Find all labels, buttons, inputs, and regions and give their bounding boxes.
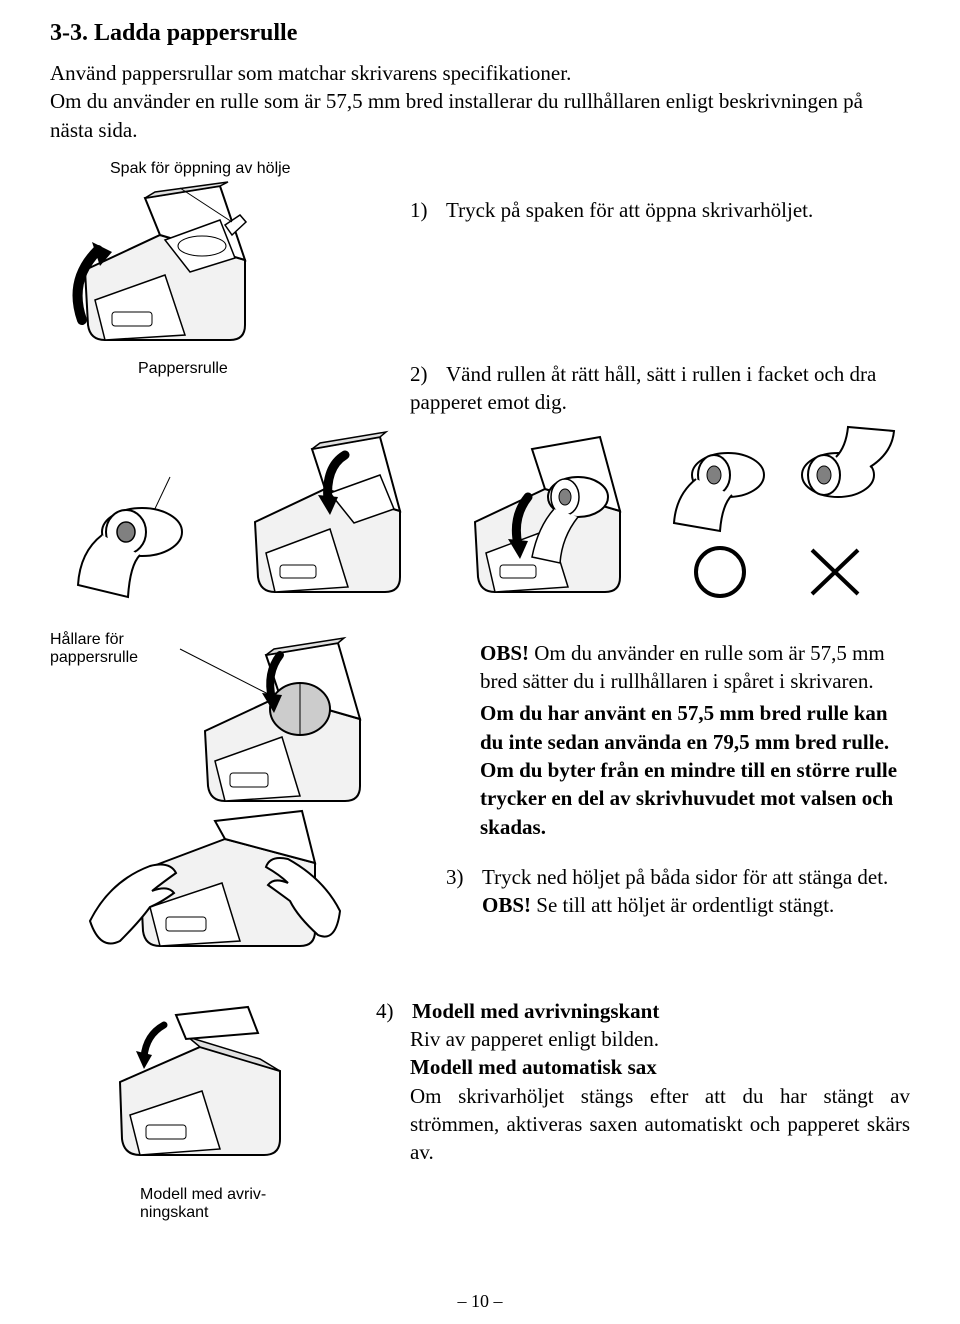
step3-num: 3) bbox=[446, 863, 482, 891]
step3-obs-label: OBS! bbox=[482, 893, 531, 917]
step4-row: Modell med avriv- ningskant 4)Modell med… bbox=[50, 997, 910, 1222]
roll-orientation-illustration bbox=[670, 427, 900, 607]
obs-p2: Om du har använt en 57,5 mm bred rulle k… bbox=[480, 699, 910, 841]
step4-h2: Modell med automatisk sax bbox=[410, 1053, 910, 1081]
step3-block: 3)Tryck ned höljet på båda sidor för att… bbox=[446, 863, 910, 920]
step4-h1: Modell med avrivningskant bbox=[412, 999, 659, 1023]
close-cover-illustration bbox=[80, 811, 350, 966]
obs-block: OBS! Om du använder en rulle som är 57,5… bbox=[480, 639, 910, 841]
step2-num: 2) bbox=[410, 360, 446, 388]
paper-roll-illustration bbox=[70, 477, 200, 607]
tearbar-illustration bbox=[90, 1007, 300, 1177]
holder-row: Hållare för pappersrulle bbox=[50, 631, 910, 971]
step4-num: 4) bbox=[376, 997, 412, 1025]
obs-label: OBS! bbox=[480, 641, 529, 665]
step3-text: Tryck ned höljet på båda sidor för att s… bbox=[482, 865, 888, 889]
step1-text: Tryck på spaken för att öppna skrivarhöl… bbox=[446, 198, 813, 222]
holder-illustration bbox=[160, 631, 390, 821]
printer-open-illustration bbox=[50, 180, 280, 350]
step2-text: Vänd rullen åt rätt håll, sätt i rullen … bbox=[410, 362, 876, 414]
roll-label: Pappersrulle bbox=[138, 360, 410, 378]
obs-p1: Om du använder en rulle som är 57,5 mm b… bbox=[480, 641, 885, 693]
lever-label: Spak för öppning av hölje bbox=[110, 160, 410, 178]
step4-t1: Riv av papperet enligt bilden. bbox=[410, 1025, 910, 1053]
step3-obs-text: Se till att höljet är ordentligt stängt. bbox=[531, 893, 834, 917]
step2-illustrations bbox=[70, 427, 910, 607]
step1-num: 1) bbox=[410, 196, 446, 224]
tearbar-model-label: Modell med avriv- ningskant bbox=[140, 1186, 410, 1222]
step1-row: Spak för öppning av hölje 1)Tryck på spa… bbox=[50, 160, 910, 350]
page-number: – 10 – bbox=[0, 1291, 960, 1312]
step4-t2: Om skrivarhöljet stängs efter att du har… bbox=[410, 1082, 910, 1167]
step2-text-row: Pappersrulle 2)Vänd rullen åt rätt håll,… bbox=[50, 360, 910, 417]
section-heading: 3-3. Ladda pappersrulle bbox=[50, 20, 910, 47]
printer-roll-in-illustration bbox=[450, 427, 640, 607]
intro-text: Använd pappersrullar som matchar skrivar… bbox=[50, 59, 910, 144]
printer-insert-illustration bbox=[230, 427, 420, 607]
holder-label: Hållare för pappersrulle bbox=[50, 631, 170, 667]
